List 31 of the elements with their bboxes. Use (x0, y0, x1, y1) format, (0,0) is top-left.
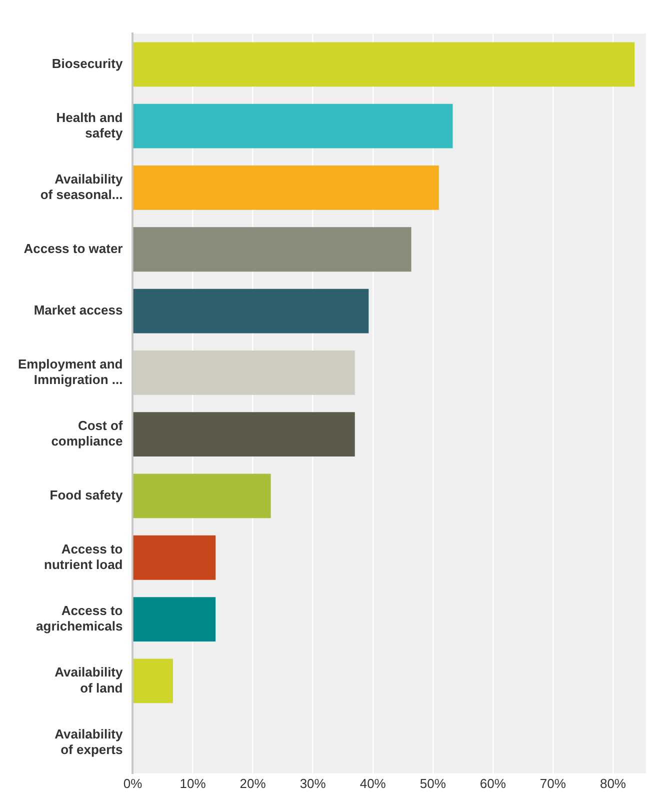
y-tick-label: Availability of experts (54, 726, 124, 757)
y-tick-label: Biosecurity (52, 56, 124, 72)
x-tick-label: 80% (600, 776, 626, 791)
bar (133, 288, 369, 334)
x-tick-label: 0% (123, 776, 143, 791)
bar (133, 474, 271, 518)
x-tick-label: 70% (540, 776, 566, 791)
y-tick-label: Access to water (24, 240, 123, 256)
y-tick-label: Cost of compliance (51, 418, 124, 449)
bar (133, 597, 216, 642)
y-tick-label: Access to nutrient load (44, 541, 123, 572)
bar (133, 42, 635, 87)
bar (133, 104, 453, 148)
x-tick-label: 40% (360, 776, 386, 791)
y-tick-label: Availability of land (54, 664, 124, 696)
y-tick-label: Food safety (50, 488, 124, 503)
bar (133, 227, 412, 272)
bar (133, 412, 355, 457)
y-tick-label: Availability of seasonal... (40, 172, 124, 202)
bar (133, 535, 216, 580)
y-tick-label: Access to agrichemicals (36, 603, 123, 634)
y-tick-label: Health and safety (56, 110, 124, 140)
y-tick-label: Market access (34, 302, 123, 318)
x-tick-label: 30% (300, 776, 326, 791)
bar (133, 658, 173, 704)
x-tick-label: 10% (180, 776, 206, 791)
bar (133, 166, 439, 210)
y-tick-label: Employment and Immigration ... (18, 356, 123, 388)
x-tick-label: 20% (240, 776, 266, 791)
x-tick-label: 60% (480, 776, 506, 791)
x-tick-label: 50% (420, 776, 446, 791)
